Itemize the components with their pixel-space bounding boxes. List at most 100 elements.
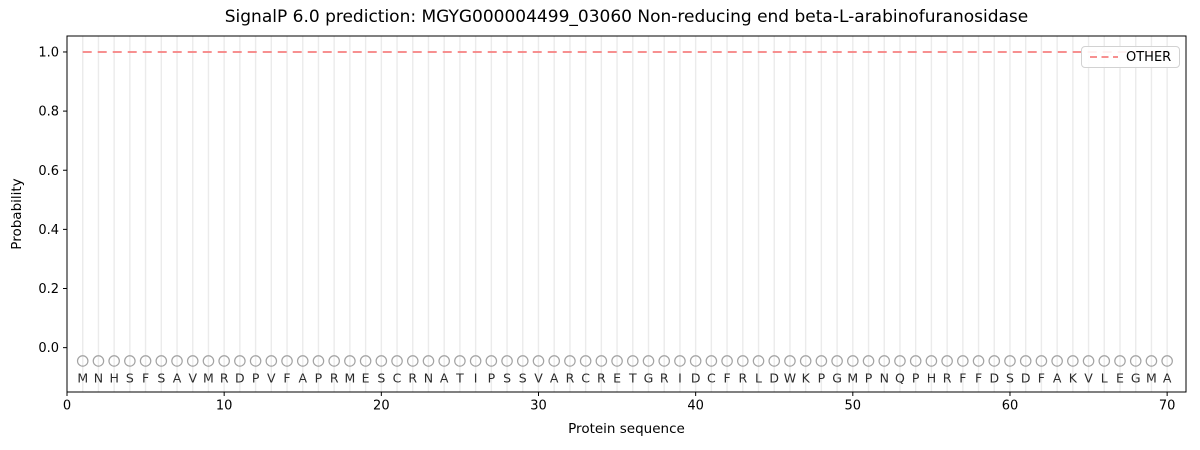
residue-marker: [878, 355, 891, 367]
residue-marker: [1145, 355, 1158, 367]
residue-letter: F: [1038, 370, 1045, 385]
residue-marker: [1067, 355, 1079, 367]
residue-letter: H: [109, 370, 118, 385]
residue-marker: [375, 355, 388, 367]
residue-marker: [1161, 355, 1173, 367]
y-tick-label: 0.0: [38, 341, 59, 356]
residue-marker: [705, 355, 718, 367]
residue-letter: A: [440, 370, 449, 385]
residue-marker: [422, 355, 435, 367]
residue-marker: [1051, 355, 1063, 367]
residue-letter: P: [488, 370, 496, 385]
residue-letter: G: [1131, 370, 1141, 385]
residue-letter: I: [678, 370, 682, 385]
residue-letter: D: [235, 370, 245, 385]
residue-letter: I: [474, 370, 478, 385]
x-tick-label: 10: [216, 399, 233, 414]
residue-letter: V: [534, 370, 543, 385]
residue-letter: C: [707, 370, 716, 385]
residue-letter: R: [220, 370, 229, 385]
residue-marker: [564, 355, 576, 367]
residue-letter: R: [738, 370, 747, 385]
residue-marker: [925, 355, 938, 367]
residue-marker: [296, 355, 309, 367]
residue-marker: [784, 355, 796, 367]
residue-letter: C: [393, 370, 402, 385]
residue-marker: [76, 355, 89, 367]
x-tick-label: 20: [373, 399, 390, 414]
x-axis-label: Protein sequence: [568, 421, 685, 437]
residue-letter: Q: [895, 370, 905, 385]
residue-letter: V: [188, 370, 197, 385]
residue-marker: [469, 355, 482, 367]
residue-letter: P: [865, 370, 873, 385]
residue-letter: P: [252, 370, 260, 385]
residue-letter: P: [818, 370, 826, 385]
residue-marker: [1114, 355, 1126, 367]
residue-marker: [768, 355, 781, 367]
residue-marker: [155, 355, 168, 367]
x-tick-label: 0: [63, 399, 71, 414]
legend-dash-icon: [1090, 56, 1118, 58]
residue-marker: [516, 355, 529, 367]
residue-marker: [737, 355, 749, 367]
residue-marker: [1004, 355, 1016, 367]
residue-letter: A: [1053, 370, 1062, 385]
residue-letter: N: [94, 370, 103, 385]
residue-letter: F: [142, 370, 149, 385]
residue-marker: [202, 355, 215, 367]
residue-letter: N: [880, 370, 889, 385]
residue-letter: D: [769, 370, 779, 385]
residue-letter: E: [613, 370, 621, 385]
residue-marker: [611, 355, 623, 367]
residue-letter: R: [566, 370, 575, 385]
residue-markers: [76, 355, 1173, 367]
x-tick-label: 40: [687, 399, 704, 414]
residue-letter: N: [424, 370, 433, 385]
residue-marker: [249, 355, 262, 367]
residue-marker: [1129, 355, 1142, 367]
residue-letter: T: [628, 370, 637, 385]
residue-marker: [532, 355, 545, 367]
residue-letter: R: [408, 370, 417, 385]
x-tick-label: 70: [1159, 399, 1176, 414]
residue-letter: A: [550, 370, 559, 385]
residue-letter: G: [644, 370, 654, 385]
residue-marker: [139, 355, 152, 367]
residue-letter: S: [1006, 370, 1014, 385]
residue-marker: [454, 355, 466, 367]
residue-letter: V: [1084, 370, 1093, 385]
residue-marker: [1019, 355, 1032, 367]
residue-letter: V: [267, 370, 276, 385]
legend: OTHER: [1081, 46, 1180, 68]
y-tick-label: 0.6: [38, 164, 59, 179]
residue-letter: A: [1163, 370, 1172, 385]
residue-letter: K: [802, 370, 811, 385]
residue-marker: [642, 355, 655, 367]
residue-marker: [752, 355, 765, 367]
residue-marker: [721, 355, 733, 367]
residue-marker: [485, 355, 498, 367]
residue-letter: F: [723, 370, 730, 385]
gridlines: [82, 36, 1168, 392]
residue-marker: [391, 355, 403, 367]
residue-letter: K: [1069, 370, 1078, 385]
residue-letter: D: [1021, 370, 1031, 385]
residue-letter: F: [959, 370, 966, 385]
y-tick-label: 0.8: [38, 105, 59, 120]
residue-marker: [909, 355, 922, 367]
residue-letter: T: [455, 370, 464, 385]
chart-title: SignalP 6.0 prediction: MGYG000004499_03…: [224, 7, 1029, 27]
residue-letter: F: [975, 370, 982, 385]
residue-marker: [265, 355, 278, 367]
residue-marker: [894, 355, 906, 367]
legend-label: OTHER: [1126, 49, 1172, 65]
y-tick-label: 0.2: [38, 282, 59, 297]
residue-letter: R: [330, 370, 339, 385]
residue-letter: A: [173, 370, 182, 385]
residue-marker: [941, 355, 953, 367]
residue-marker: [501, 355, 513, 367]
residue-marker: [186, 355, 199, 367]
residue-letter: R: [660, 370, 669, 385]
